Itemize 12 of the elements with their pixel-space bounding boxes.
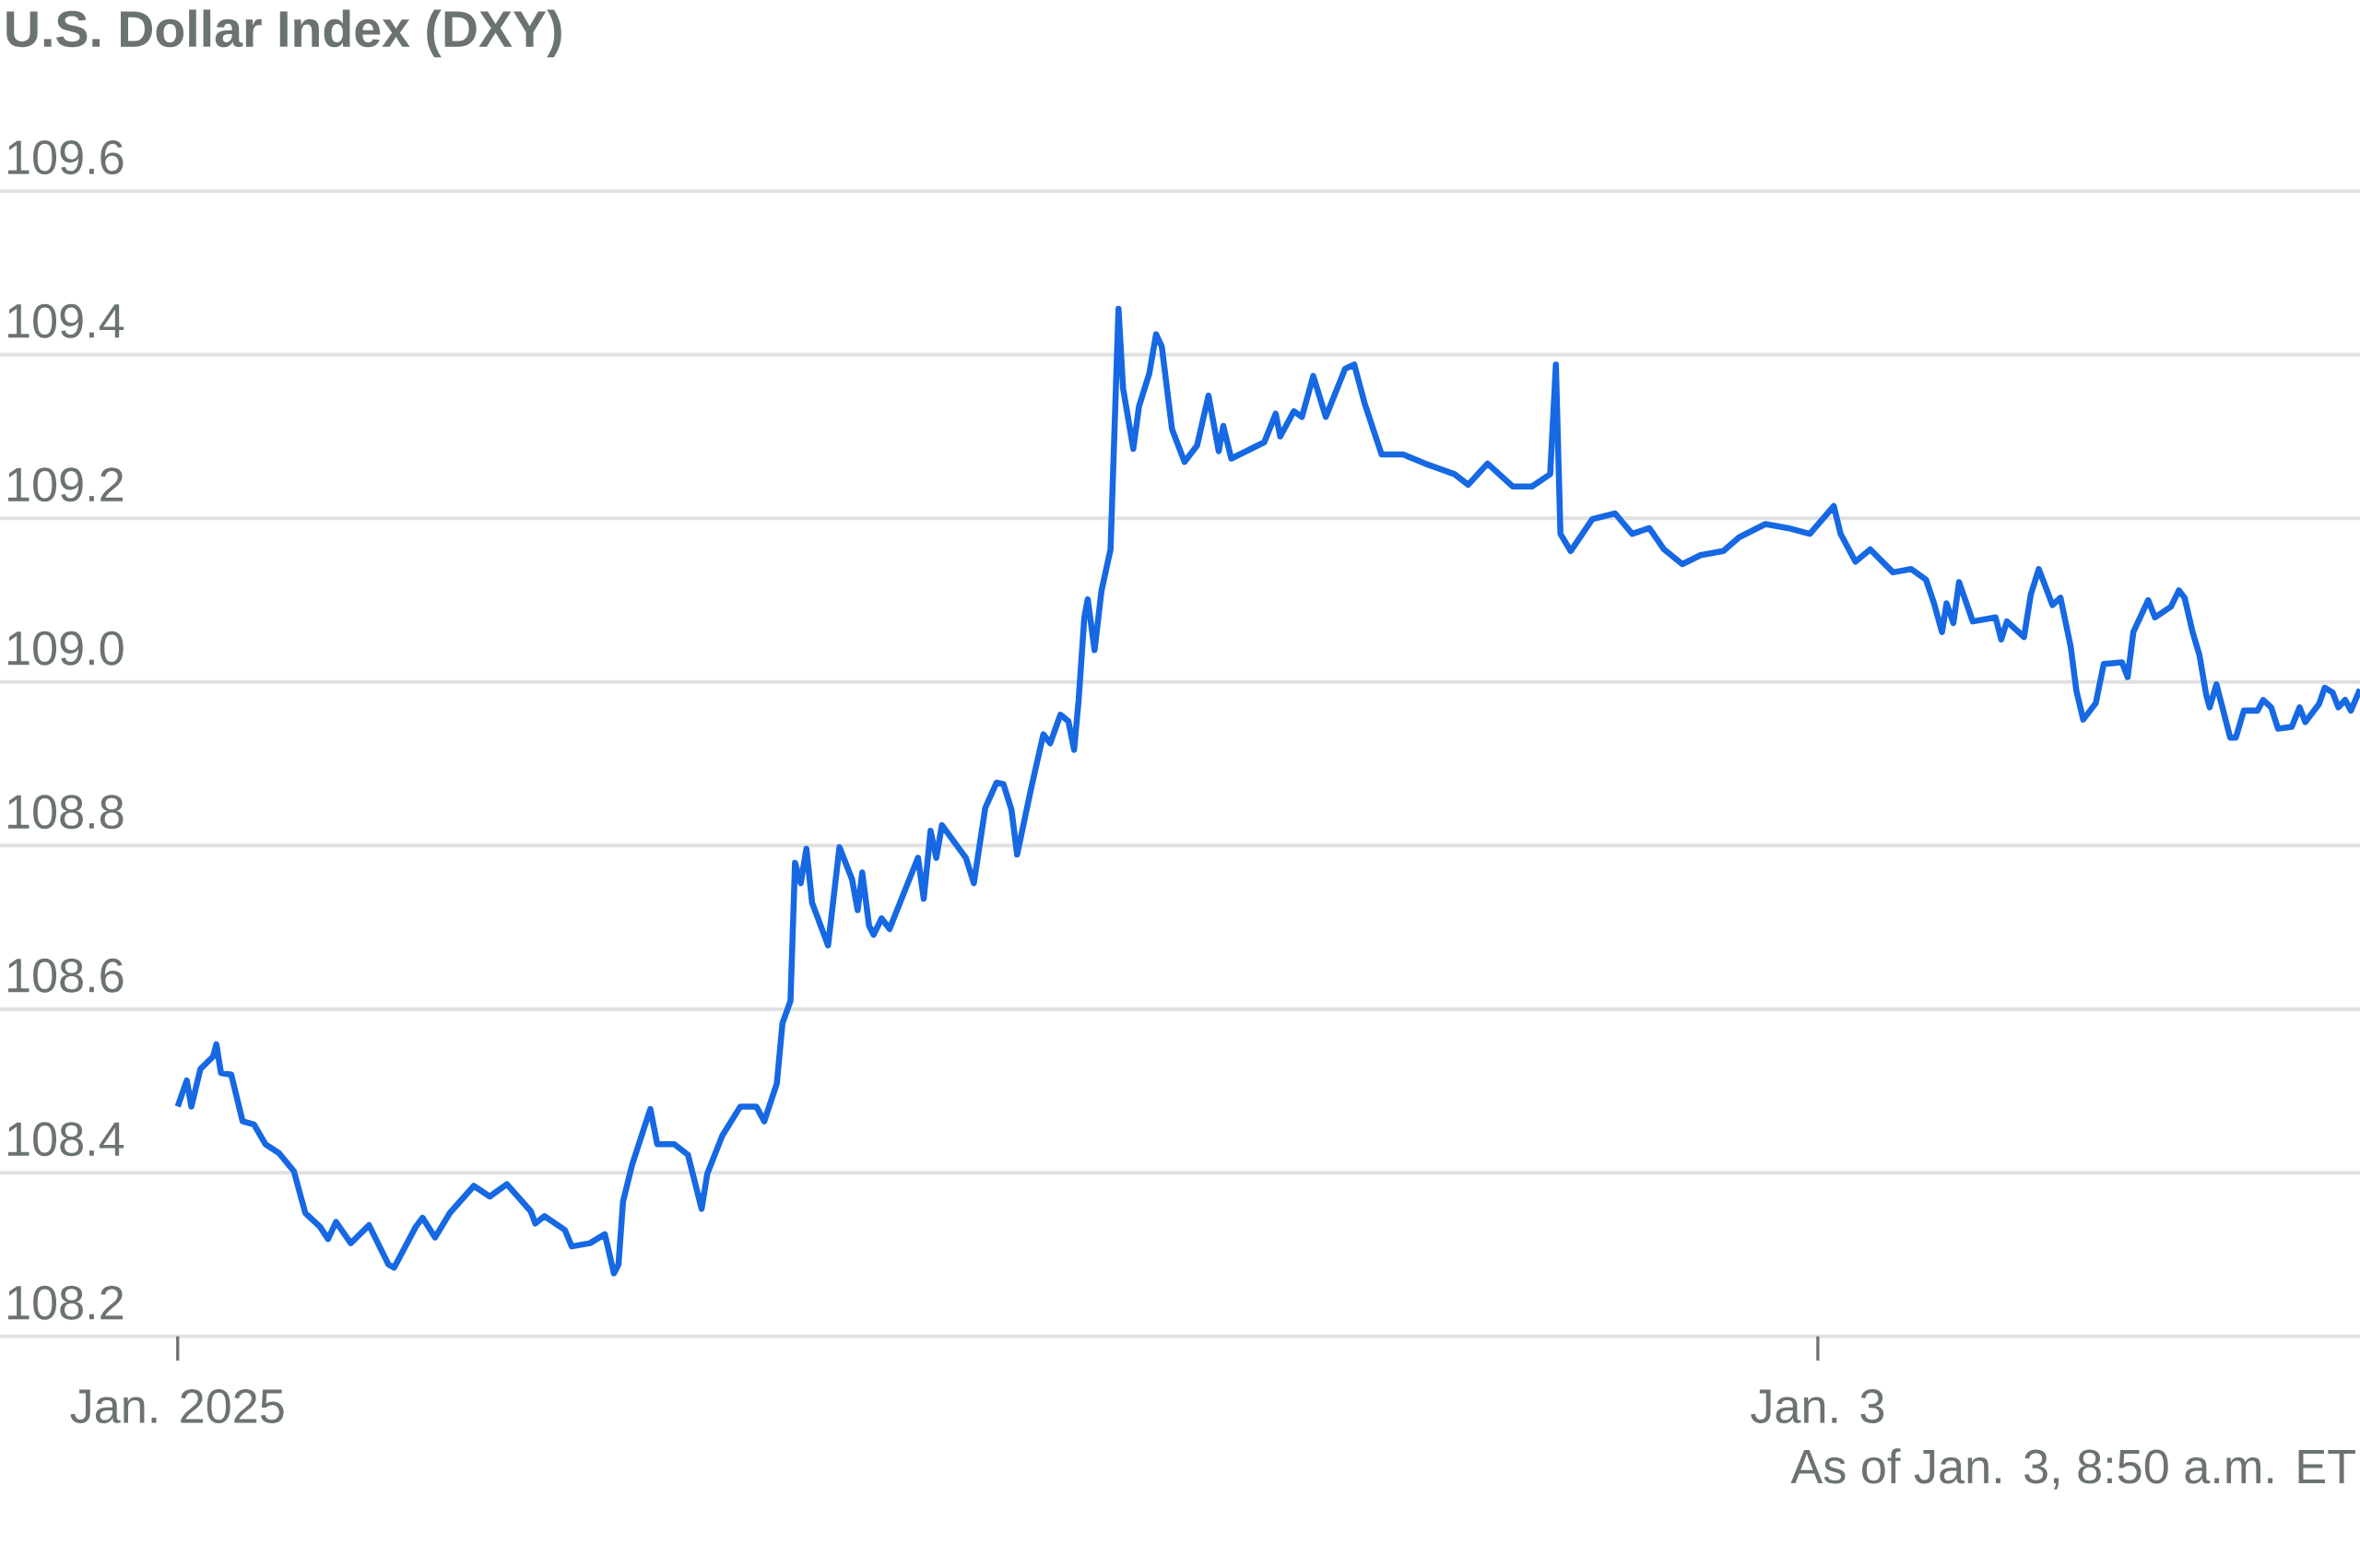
- text: As of Jan. 3, 8:50 a.m. ET: [1790, 1448, 2355, 1490]
- x-tick-label: Jan. 2025: [70, 1388, 284, 1423]
- y-tick-label: 108.6: [8, 958, 124, 993]
- y-tick-label: 109.4: [8, 303, 124, 338]
- y-tick-label: 109.2: [8, 467, 124, 502]
- chart-title: U.S. Dollar Index (DXY): [6, 9, 561, 58]
- y-tick-label: 108.8: [8, 795, 124, 830]
- y-tick-label: 109.6: [8, 140, 124, 175]
- x-tick-label: Jan. 3: [1751, 1388, 1884, 1423]
- y-tick-label: 108.4: [8, 1122, 124, 1157]
- y-tick-label: 108.2: [8, 1285, 124, 1320]
- y-tick-label: 109.0: [8, 631, 124, 666]
